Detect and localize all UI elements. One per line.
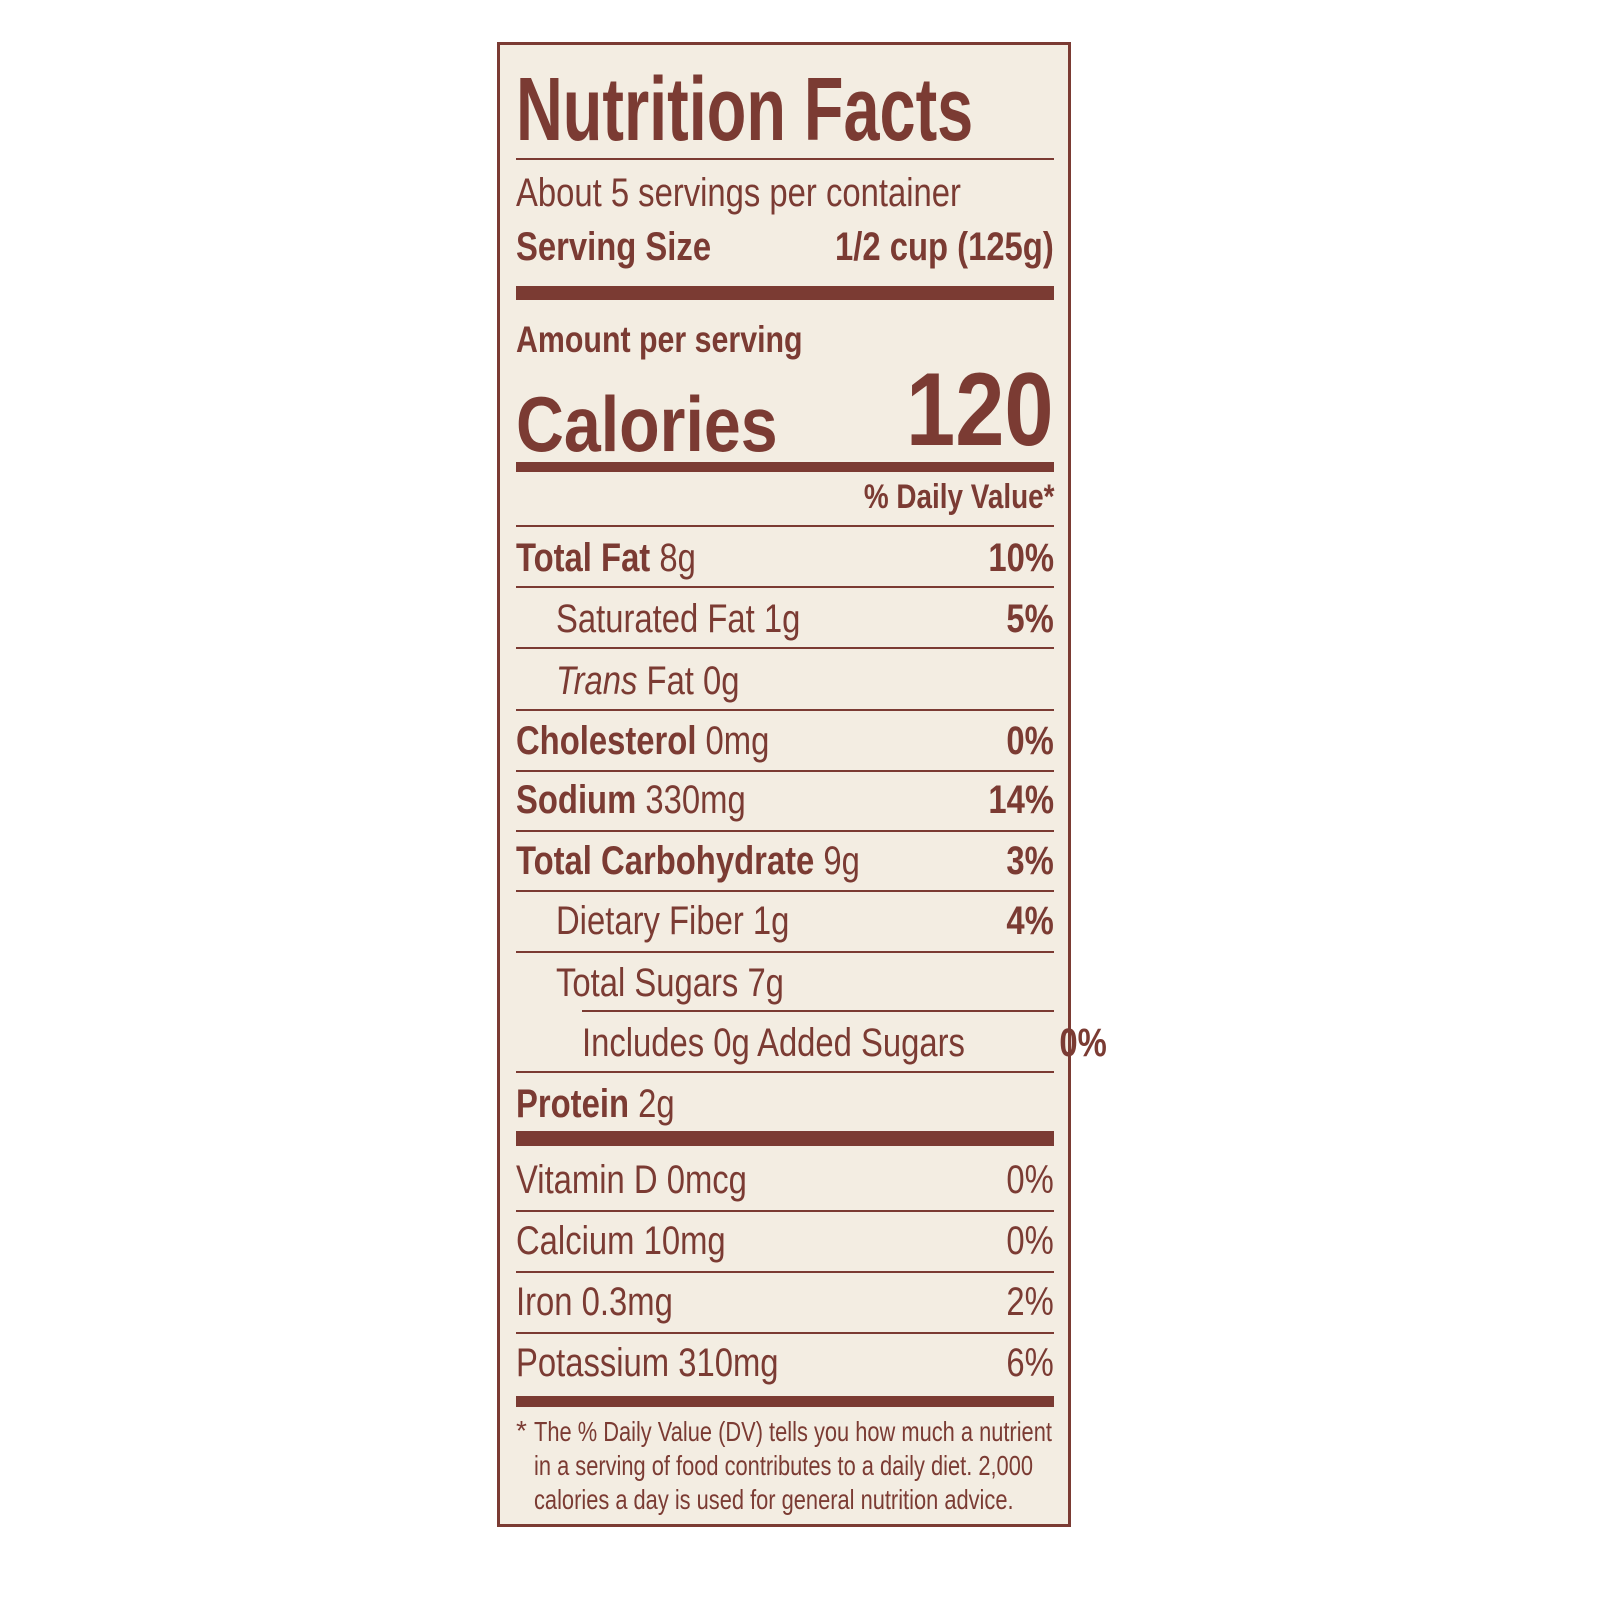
nutrient-name: Total Fat — [516, 535, 651, 580]
nutrient-amount: 2g — [638, 1081, 675, 1126]
nutrient-name: Total Carbohydrate — [516, 838, 815, 883]
vitamin-row: Vitamin D 0mcg 0% — [516, 1150, 1054, 1210]
serving-size-label: Serving Size — [516, 224, 712, 269]
nutrient-name: Fat — [646, 658, 694, 703]
nutrient-amount: 1g — [763, 596, 801, 641]
vitamin-row: Iron 0.3mg 2% — [516, 1272, 1054, 1332]
nutrient-dv: 10% — [988, 535, 1054, 580]
vitamin-amount: 10mg — [643, 1218, 726, 1263]
divider — [582, 1010, 1054, 1012]
nutrient-name: Protein — [516, 1081, 629, 1126]
vitamin-amount: 0.3mg — [581, 1279, 673, 1324]
thick-bar — [516, 462, 1054, 472]
footnote-line: calories a day is used for general nutri… — [534, 1484, 1014, 1515]
nutrient-name: Sodium — [516, 777, 637, 822]
vitamin-row: Calcium 10mg 0% — [516, 1211, 1054, 1271]
thick-bar — [516, 1131, 1054, 1146]
nutrient-row: Protein 2g — [516, 1074, 1054, 1134]
divider — [516, 1332, 1054, 1334]
nutrient-dv: 0% — [1059, 1020, 1107, 1065]
divider — [516, 1271, 1054, 1273]
calories-value: 120 — [906, 352, 1054, 468]
dv-header: % Daily Value* — [863, 477, 1054, 516]
nutrient-amount: 1g — [752, 898, 790, 943]
nutrient-name: Total Sugars — [556, 960, 739, 1005]
nutrient-row: Total Sugars 7g — [516, 953, 1054, 1013]
divider — [516, 1071, 1054, 1073]
nutrient-dv: 14% — [988, 777, 1054, 822]
vitamin-dv: 0% — [1006, 1157, 1054, 1202]
divider — [516, 830, 1054, 832]
title: Nutrition Facts — [516, 59, 974, 160]
nutrient-name: Dietary Fiber — [556, 898, 744, 943]
serving-size-value: 1/2 cup (125g) — [835, 224, 1054, 269]
vitamin-dv: 2% — [1006, 1279, 1054, 1324]
nutrient-row: Total Fat 8g 10% — [516, 528, 1054, 588]
divider — [516, 951, 1054, 953]
vitamin-name: Potassium — [516, 1340, 670, 1385]
nutrient-row: Sodium 330mg 14% — [516, 770, 1054, 830]
nutrient-amount: 0mg — [705, 718, 770, 763]
vitamin-name: Calcium — [516, 1218, 635, 1263]
footnote-line: The % Daily Value (DV) tells you how muc… — [534, 1416, 1052, 1447]
nutrient-amount: 7g — [747, 960, 784, 1005]
calories-label: Calories — [516, 380, 778, 468]
nutrient-amount: 0g — [703, 658, 740, 703]
vitamin-row: Potassium 310mg 6% — [516, 1333, 1054, 1393]
divider — [516, 890, 1054, 892]
nutrient-row: Trans Fat 0g — [516, 651, 1054, 711]
nutrient-amount: 8g — [659, 535, 696, 580]
nutrient-name: Includes 0g Added Sugars — [582, 1020, 965, 1065]
vitamin-name: Iron — [516, 1279, 573, 1324]
servings-row: About 5 servings per container — [516, 163, 1054, 223]
amount-row: Amount per serving — [516, 310, 1054, 370]
footnote-marker: * — [516, 1415, 527, 1446]
vitamin-name: Vitamin D — [516, 1157, 658, 1202]
nutrient-dv: 0% — [1006, 718, 1054, 763]
nutrient-row: Saturated Fat 1g 5% — [516, 589, 1054, 649]
thick-bar — [516, 286, 1054, 300]
vitamin-amount: 310mg — [678, 1340, 779, 1385]
nutrient-row: Dietary Fiber 1g 4% — [516, 891, 1054, 951]
amount-per-serving: Amount per serving — [516, 319, 803, 360]
nutrient-dv: 4% — [1006, 898, 1054, 943]
vitamin-amount: 0mcg — [666, 1157, 747, 1202]
nutrient-row: Total Carbohydrate 9g 3% — [516, 831, 1054, 891]
dv-header-row: % Daily Value* — [516, 467, 1054, 527]
serving-size-row: Serving Size 1/2 cup (125g) — [516, 217, 1054, 277]
nutrient-dv: 5% — [1006, 596, 1054, 641]
divider — [516, 647, 1054, 649]
divider — [516, 525, 1054, 527]
divider — [516, 709, 1054, 711]
servings: About 5 servings per container — [516, 170, 961, 215]
nutrient-amount: 330mg — [645, 777, 746, 822]
divider — [516, 158, 1054, 160]
nutrient-row: Includes 0g Added Sugars 0% — [516, 1013, 1107, 1073]
divider — [516, 586, 1054, 588]
nutrient-name: Saturated Fat — [556, 596, 755, 641]
title-row: Nutrition Facts — [516, 60, 1054, 160]
nutrient-row: Cholesterol 0mg 0% — [516, 711, 1054, 771]
footnote-line: in a serving of food contributes to a da… — [534, 1450, 1033, 1481]
nutrient-dv: 3% — [1006, 838, 1054, 883]
divider — [516, 770, 1054, 772]
nutrition-label: Nutrition Facts About 5 servings per con… — [497, 42, 1107, 1527]
thick-bar — [516, 1396, 1054, 1407]
divider — [516, 1210, 1054, 1212]
vitamin-dv: 6% — [1006, 1340, 1054, 1385]
vitamin-dv: 0% — [1006, 1218, 1054, 1263]
nutrient-amount: 9g — [823, 838, 860, 883]
nutrient-name-italic: Trans — [556, 658, 638, 703]
nutrient-name: Cholesterol — [516, 718, 697, 763]
calories-row: Calories 120 — [516, 352, 1054, 470]
